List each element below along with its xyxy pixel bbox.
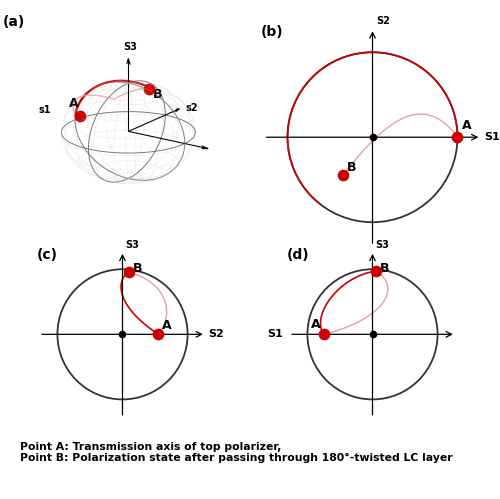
Text: (d): (d) (286, 249, 309, 262)
Text: (c): (c) (36, 249, 58, 262)
Text: B: B (347, 161, 356, 174)
Point (125, 268, 133, 276)
Text: A: A (462, 119, 471, 132)
Point (320, 330, 328, 338)
Text: A: A (162, 319, 171, 332)
Text: S3: S3 (375, 240, 389, 250)
Point (154, 330, 162, 338)
Text: S2: S2 (376, 16, 390, 26)
Text: B: B (380, 262, 389, 275)
Text: S1: S1 (267, 329, 282, 339)
Point (118, 330, 126, 338)
Point (454, 133, 462, 141)
Point (368, 330, 376, 338)
Text: (b): (b) (260, 25, 283, 39)
Text: A: A (311, 318, 320, 331)
Text: S2: S2 (208, 329, 224, 339)
Point (372, 267, 380, 275)
Text: (a): (a) (2, 15, 25, 29)
Text: Point A: Transmission axis of top polarizer,
Point B: Polarization state after p: Point A: Transmission axis of top polari… (20, 442, 452, 463)
Text: B: B (133, 262, 142, 275)
Point (339, 172, 347, 180)
Point (368, 133, 376, 141)
Text: S3: S3 (125, 240, 139, 250)
Text: S1: S1 (484, 132, 500, 142)
